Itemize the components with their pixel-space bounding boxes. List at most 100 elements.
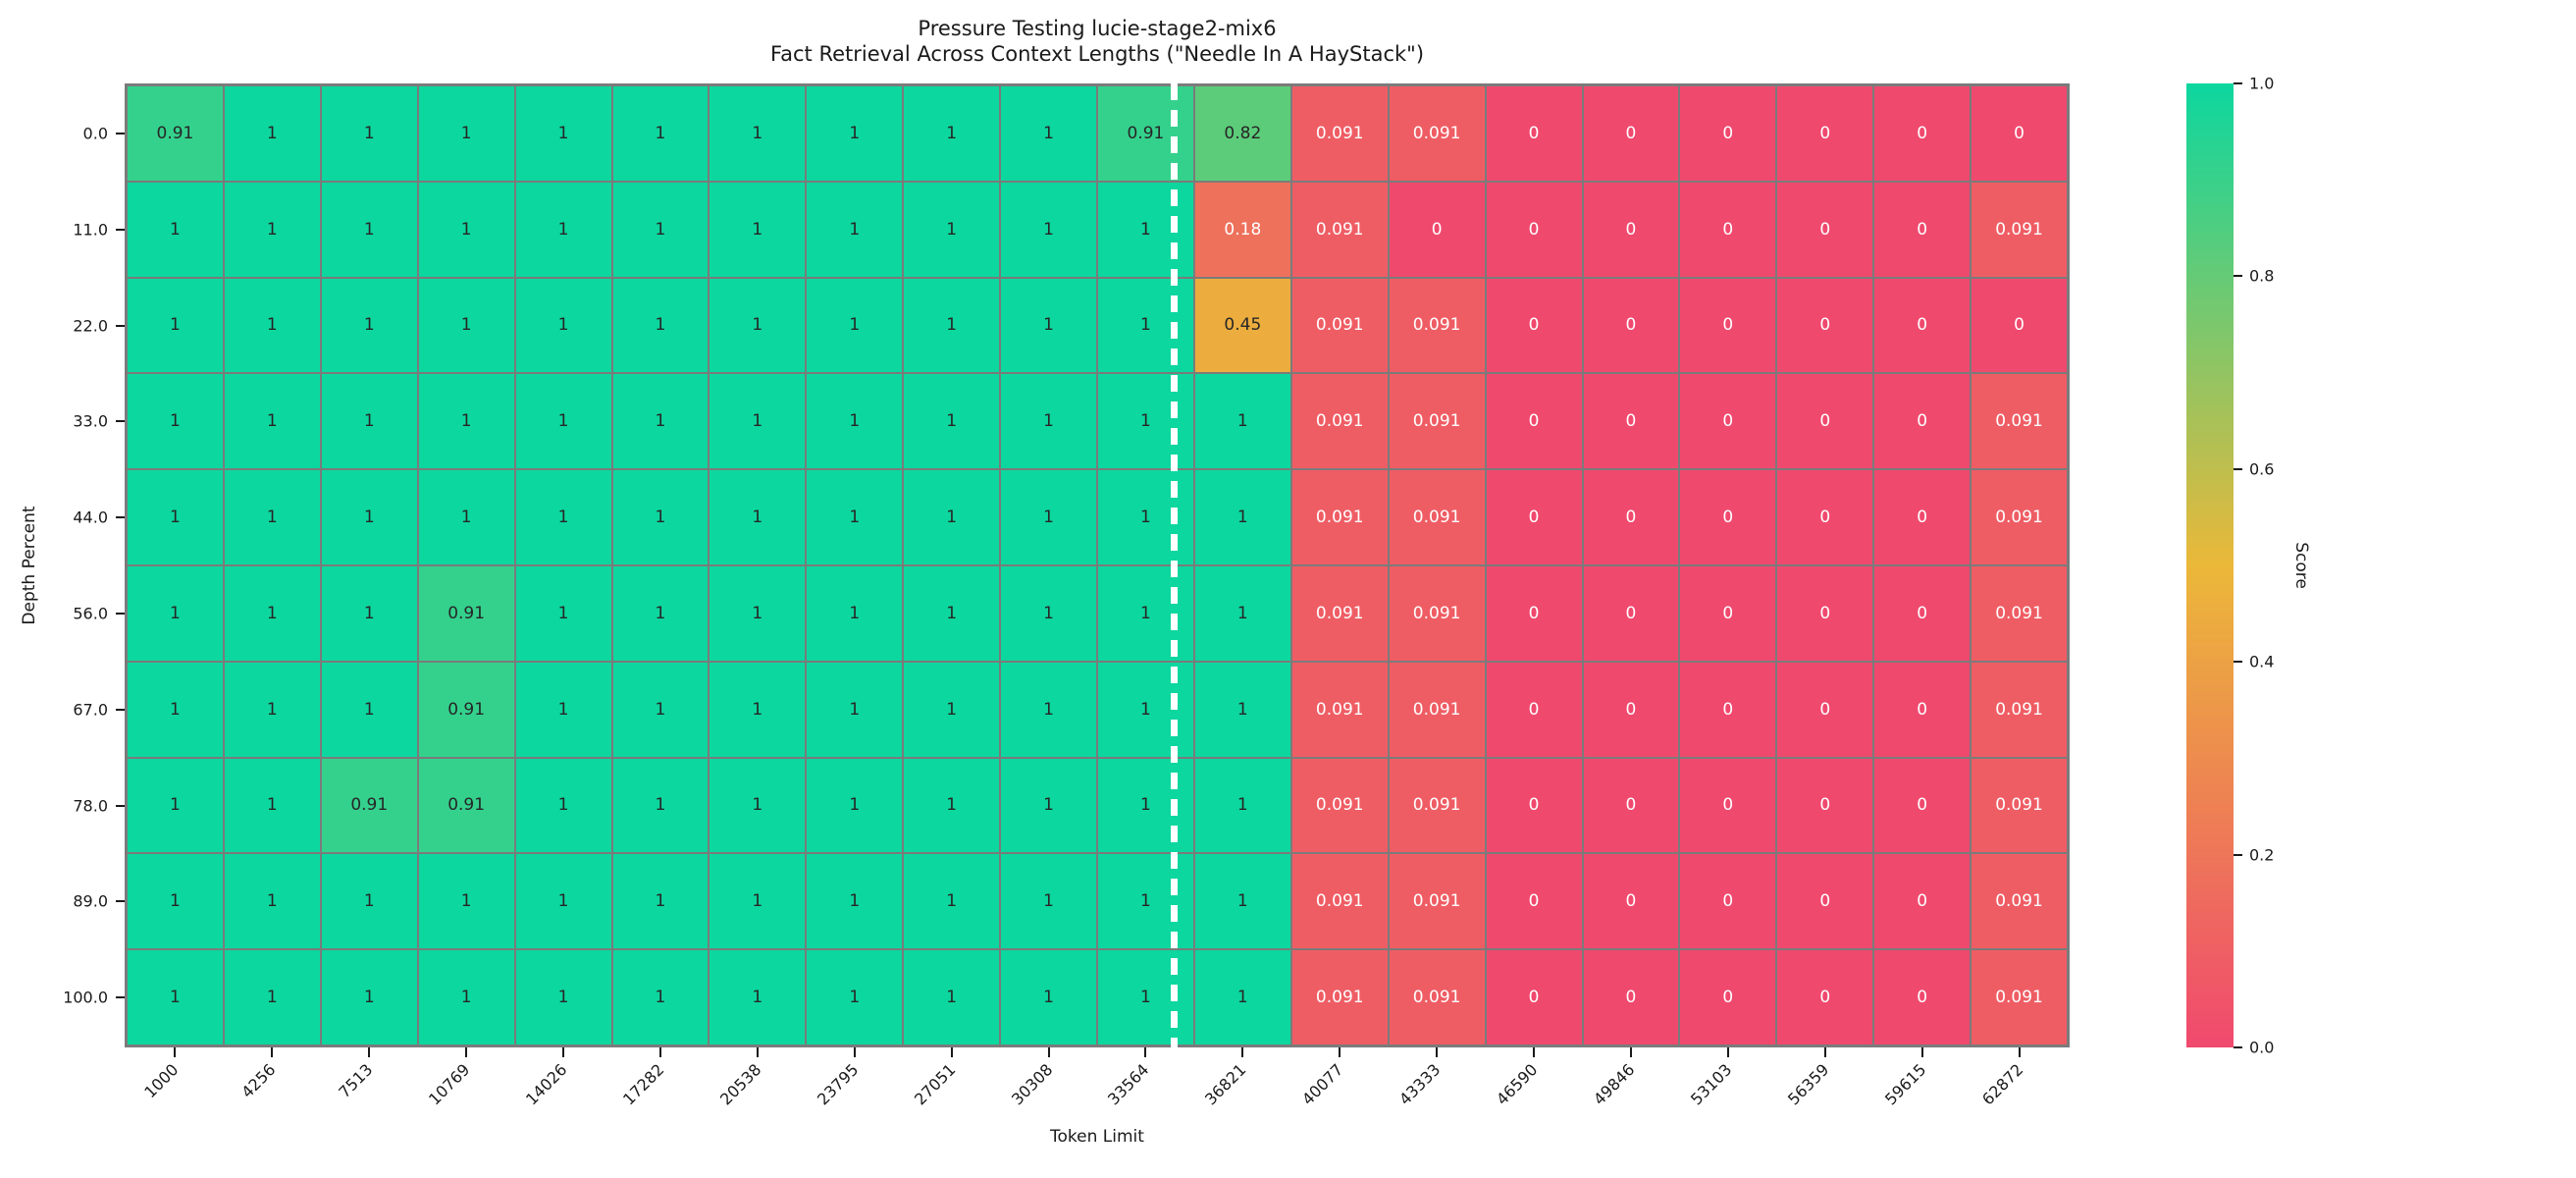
heatmap-cell: 1 xyxy=(1098,854,1193,949)
x-tickmark xyxy=(174,1047,177,1057)
chart-title-line1: Pressure Testing lucie-stage2-mix6 xyxy=(918,17,1277,40)
x-tick-label: 4256 xyxy=(237,1060,280,1102)
heatmap-cell: 1 xyxy=(904,374,1000,469)
heatmap-cell: 1 xyxy=(904,278,1000,373)
heatmap-cell: 1 xyxy=(807,374,903,469)
heatmap-cell: 1 xyxy=(1098,278,1193,373)
heatmap-cell: 1 xyxy=(418,950,514,1044)
colorbar-tickmark xyxy=(2234,1046,2242,1048)
heatmap-cell: 0 xyxy=(1777,662,1873,757)
x-tickmark xyxy=(658,1047,661,1057)
heatmap-cell: 1 xyxy=(710,470,806,564)
heatmap-cell: 1 xyxy=(807,470,903,564)
heatmap-cell: 1 xyxy=(807,86,903,181)
heatmap-cell: 0 xyxy=(1777,278,1873,373)
heatmap-cell: 0.091 xyxy=(1291,470,1388,564)
heatmap-cell: 0 xyxy=(1680,182,1776,277)
heatmap-cell: 1 xyxy=(1001,374,1096,469)
y-tickmark xyxy=(116,804,125,807)
heatmap-cell: 1 xyxy=(515,374,611,469)
heatmap-cell: 0.091 xyxy=(1389,662,1485,757)
heatmap-cell: 0 xyxy=(1583,182,1679,277)
colorbar-tickmark xyxy=(2234,275,2242,278)
heatmap-cell: 1 xyxy=(904,86,1000,181)
heatmap-cell: 1 xyxy=(710,950,806,1044)
heatmap-cell: 0.091 xyxy=(1389,758,1485,853)
heatmap-cell: 0.091 xyxy=(1291,86,1388,181)
heatmap-cell: 1 xyxy=(904,182,1000,277)
heatmap-cell: 0 xyxy=(1777,374,1873,469)
heatmap-cell: 1 xyxy=(612,662,709,757)
heatmap-cell: 0.091 xyxy=(1291,758,1388,853)
heatmap-cell: 0 xyxy=(1874,758,1971,853)
heatmap-cell: 0 xyxy=(1874,854,1971,949)
heatmap-cell: 1 xyxy=(710,86,806,181)
y-tickmark xyxy=(116,900,125,903)
heatmap-cell: 0 xyxy=(1680,950,1776,1044)
colorbar-gradient xyxy=(2186,83,2234,1047)
heatmap-cell: 0.091 xyxy=(1971,566,2067,661)
colorbar-tick-label: 1.0 xyxy=(2249,74,2275,93)
heatmap-cell: 1 xyxy=(321,854,417,949)
heatmap-cell: 1 xyxy=(515,470,611,564)
heatmap-cell: 1 xyxy=(128,374,223,469)
colorbar-tickmark xyxy=(2234,853,2242,856)
colorbar-tickmark xyxy=(2234,661,2242,664)
x-tick-label: 20538 xyxy=(715,1060,765,1109)
x-tick-label: 56359 xyxy=(1783,1060,1833,1109)
heatmap-cell: 0.091 xyxy=(1291,374,1388,469)
y-tick-label: 78.0 xyxy=(73,796,108,815)
heatmap-cell: 0 xyxy=(1874,566,1971,661)
heatmap-cell: 0 xyxy=(1777,86,1873,181)
heatmap-cell: 1 xyxy=(224,182,320,277)
heatmap-cell: 0 xyxy=(1583,470,1679,564)
heatmap-cell: 1 xyxy=(224,86,320,181)
heatmap-cell: 0.091 xyxy=(1971,182,2067,277)
heatmap-cell: 1 xyxy=(128,950,223,1044)
y-tick-label: 56.0 xyxy=(73,604,108,623)
y-tickmark xyxy=(116,996,125,999)
x-tickmark xyxy=(2018,1047,2021,1057)
x-tickmark xyxy=(1629,1047,1632,1057)
heatmap-cell: 1 xyxy=(1194,374,1290,469)
chart-title-line2: Fact Retrieval Across Context Lengths ("… xyxy=(769,42,1425,66)
heatmap-cell: 0.91 xyxy=(321,758,417,853)
heatmap-cell: 0.091 xyxy=(1291,854,1388,949)
x-tickmark xyxy=(1241,1047,1244,1057)
y-tickmark xyxy=(116,420,125,423)
heatmap-cell: 0 xyxy=(1486,182,1582,277)
heatmap-cell: 0.091 xyxy=(1971,662,2067,757)
heatmap-cell: 0 xyxy=(1389,182,1485,277)
heatmap-cell: 0.091 xyxy=(1389,854,1485,949)
heatmap-cell: 0.091 xyxy=(1971,950,2067,1044)
heatmap-cell: 1 xyxy=(1194,470,1290,564)
colorbar-tick-label: 0.8 xyxy=(2249,266,2275,286)
heatmap-cell: 1 xyxy=(321,950,417,1044)
x-tickmark xyxy=(271,1047,274,1057)
heatmap-cell: 0 xyxy=(1486,278,1582,373)
heatmap-cell: 0 xyxy=(1971,278,2067,373)
heatmap-cell: 1 xyxy=(1001,662,1096,757)
heatmap-cell: 0 xyxy=(1583,662,1679,757)
heatmap-cell: 1 xyxy=(515,182,611,277)
heatmap-cell: 1 xyxy=(1001,86,1096,181)
heatmap-cell: 1 xyxy=(1098,758,1193,853)
heatmap-cell: 1 xyxy=(807,950,903,1044)
y-tickmark xyxy=(116,228,125,231)
heatmap-cell: 0.091 xyxy=(1389,950,1485,1044)
heatmap-cell: 0 xyxy=(1874,86,1971,181)
heatmap-cell: 1 xyxy=(807,566,903,661)
heatmap-cell: 0.091 xyxy=(1291,950,1388,1044)
heatmap-cell: 1 xyxy=(710,662,806,757)
y-axis-label: Depth Percent xyxy=(20,506,39,625)
x-tick-label: 10769 xyxy=(425,1060,474,1109)
x-tick-label: 27051 xyxy=(910,1060,960,1109)
heatmap-cell: 1 xyxy=(904,662,1000,757)
heatmap-cell: 0 xyxy=(1486,566,1582,661)
heatmap-cell: 1 xyxy=(807,854,903,949)
heatmap-cell: 0.82 xyxy=(1194,86,1290,181)
y-tick-label: 44.0 xyxy=(73,508,108,527)
heatmap-cell: 1 xyxy=(224,566,320,661)
heatmap-cell: 1 xyxy=(904,950,1000,1044)
heatmap-cell: 1 xyxy=(321,662,417,757)
